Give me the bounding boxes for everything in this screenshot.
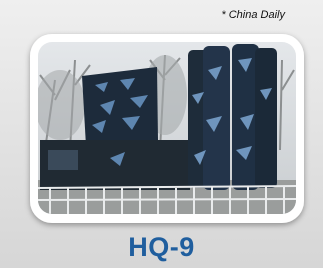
body: * China Daily HQ-9 (() => { const data =… [0, 0, 323, 268]
page: {"credit": "* China Daily", "caption": "… [0, 0, 323, 268]
credit: * China Daily [221, 9, 285, 21]
photo-frame [0, 0, 323, 232]
photo [35, 42, 296, 214]
tube [255, 48, 277, 188]
caption: HQ-9 [0, 232, 323, 263]
tree-canopy [35, 70, 85, 140]
card: * China Daily HQ-9 [0, 0, 323, 268]
fence-rail [38, 199, 296, 200]
radar-panel [82, 67, 158, 146]
missile-tubes [188, 44, 277, 190]
truck-cab [48, 150, 78, 170]
